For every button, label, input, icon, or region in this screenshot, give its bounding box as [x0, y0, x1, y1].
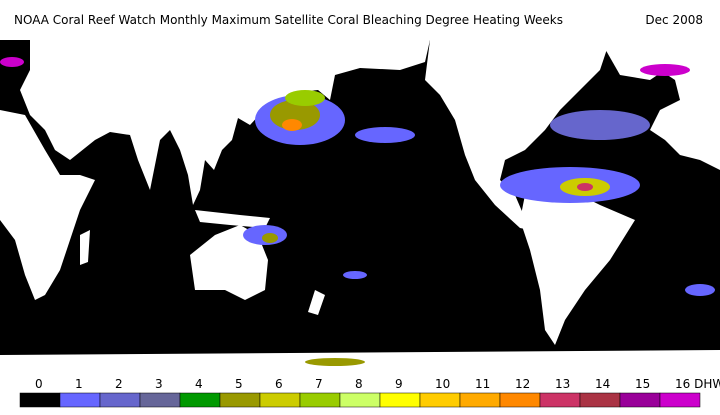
legend-label: 1	[75, 377, 83, 391]
legend-swatch	[419, 392, 461, 408]
legend-swatch	[339, 392, 381, 408]
patch	[343, 271, 367, 279]
patch	[0, 57, 24, 67]
heat-patches	[0, 57, 715, 366]
patch	[305, 358, 365, 366]
title: NOAA Coral Reef Watch Monthly Maximum Sa…	[14, 13, 563, 27]
australia	[190, 225, 268, 300]
legend-label: 16 DHW	[675, 377, 720, 391]
legend-swatch	[299, 392, 341, 408]
patch	[685, 284, 715, 296]
north-america	[425, 40, 610, 230]
legend-label: 4	[195, 377, 203, 391]
legend-label: 14	[595, 377, 610, 391]
madagascar	[80, 230, 90, 265]
legend-label: 15	[635, 377, 650, 391]
patch	[262, 233, 278, 243]
legend-swatch	[219, 392, 261, 408]
legend-swatch	[539, 392, 581, 408]
legend-label: 7	[315, 377, 323, 391]
legend-swatch	[619, 392, 661, 408]
legend-label: 3	[155, 377, 163, 391]
patch	[282, 119, 302, 131]
legend: 0 1 2 3 4 5 6 7 8 9 10 11 12 13 14 15 16 DHW	[19, 377, 720, 408]
south-america	[520, 185, 635, 345]
legend-label: 5	[235, 377, 243, 391]
legend-swatch	[459, 392, 501, 408]
eurasia	[20, 40, 430, 205]
patch	[355, 127, 415, 143]
legend-label: 6	[275, 377, 283, 391]
legend-swatch	[99, 392, 141, 408]
legend-swatch	[379, 392, 421, 408]
legend-swatch	[659, 392, 701, 408]
legend-swatch	[499, 392, 541, 408]
legend-label: 2	[115, 377, 123, 391]
patch	[285, 90, 325, 106]
legend-swatch	[139, 392, 181, 408]
legend-label: 10	[435, 377, 450, 391]
land	[0, 40, 720, 370]
legend-label: 13	[555, 377, 570, 391]
map	[0, 40, 720, 370]
legend-label: 12	[515, 377, 530, 391]
africa	[0, 110, 95, 300]
patch	[550, 110, 650, 140]
legend-label: 8	[355, 377, 363, 391]
date: Dec 2008	[645, 13, 703, 27]
new-zealand	[308, 290, 325, 315]
indonesia	[195, 210, 270, 228]
legend-swatch	[179, 392, 221, 408]
legend-swatch	[579, 392, 621, 408]
legend-swatch	[259, 392, 301, 408]
patch	[640, 64, 690, 76]
legend-swatch	[59, 392, 101, 408]
legend-label: 0	[35, 377, 43, 391]
patch	[577, 183, 593, 191]
patch	[270, 100, 320, 130]
legend-swatch	[19, 392, 61, 408]
legend-label: 9	[395, 377, 403, 391]
legend-label: 11	[475, 377, 490, 391]
